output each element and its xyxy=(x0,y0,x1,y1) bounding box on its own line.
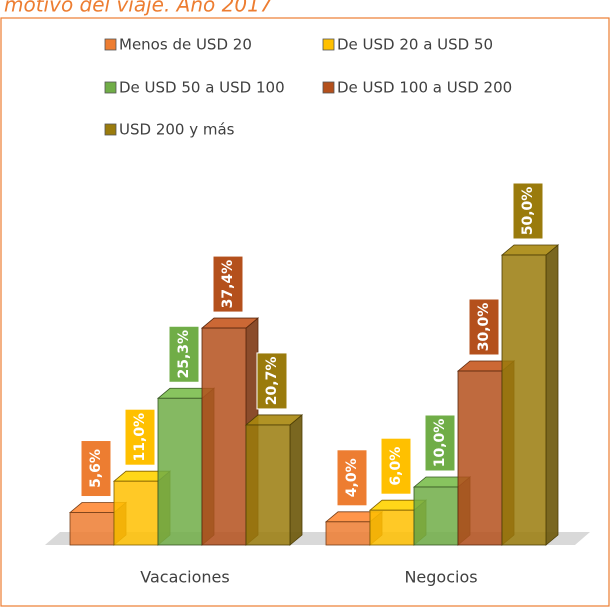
value-label: 6,0% xyxy=(388,447,404,486)
value-label: 11,0% xyxy=(132,413,148,462)
bar-front xyxy=(201,327,247,546)
legend-swatch xyxy=(104,81,117,94)
legend-swatch xyxy=(322,38,335,51)
value-label: 10,0% xyxy=(432,419,448,468)
x-tick-label: Negocios xyxy=(404,568,477,587)
legend-label: De USD 50 a USD 100 xyxy=(119,79,285,97)
value-label-box xyxy=(336,449,368,507)
bar-front xyxy=(501,254,547,546)
value-label: 4,0% xyxy=(344,458,360,497)
bar-side xyxy=(289,414,303,546)
legend-label: USD 200 y más xyxy=(119,121,235,139)
bar xyxy=(244,414,304,546)
legend-swatch xyxy=(104,38,117,51)
legend-label: De USD 100 a USD 200 xyxy=(337,79,512,97)
value-label-box xyxy=(256,352,288,410)
value-label-box xyxy=(80,440,112,498)
x-tick-label: Vacaciones xyxy=(140,568,229,587)
bar-side xyxy=(545,244,559,546)
bar-front xyxy=(69,512,115,546)
bar-front xyxy=(113,480,159,546)
value-label-box xyxy=(212,255,244,313)
value-label: 50,0% xyxy=(520,187,536,236)
legend-label: Menos de USD 20 xyxy=(119,36,252,54)
value-label-box xyxy=(380,437,412,495)
value-label: 5,6% xyxy=(88,449,104,488)
chart-title: motivo del viaje. Año 2017 xyxy=(4,0,273,17)
bar-front xyxy=(369,509,415,546)
value-label-box xyxy=(168,325,200,383)
bar-front xyxy=(245,424,291,546)
legend-swatch xyxy=(322,81,335,94)
bar-front xyxy=(325,521,371,546)
value-label-box xyxy=(468,298,500,356)
legend-swatch xyxy=(104,123,117,136)
bar-front xyxy=(457,370,503,546)
value-label: 37,4% xyxy=(220,260,236,309)
value-label-box xyxy=(424,414,456,472)
bar-front xyxy=(413,486,459,546)
bar xyxy=(500,244,560,546)
value-label: 20,7% xyxy=(264,357,280,406)
value-label: 30,0% xyxy=(476,303,492,352)
value-label-box xyxy=(124,408,156,466)
value-label: 25,3% xyxy=(176,330,192,379)
bar-front xyxy=(157,397,203,546)
value-label-box xyxy=(512,182,544,240)
legend-label: De USD 20 a USD 50 xyxy=(337,36,493,54)
